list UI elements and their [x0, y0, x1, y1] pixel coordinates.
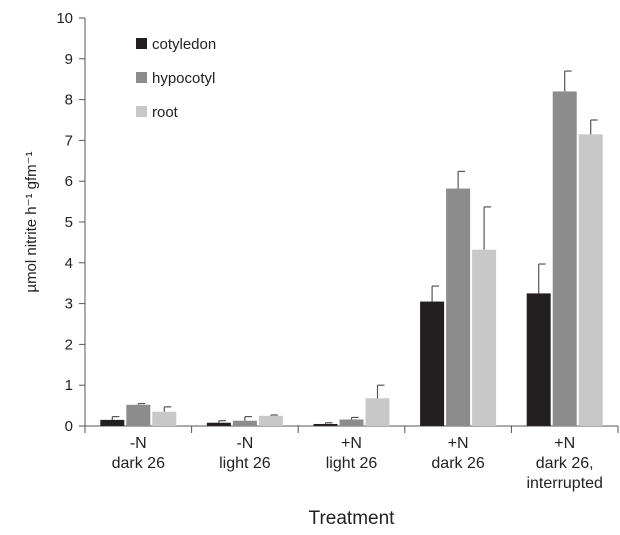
y-tick-label: 1: [65, 377, 73, 394]
y-tick-label: 7: [65, 132, 73, 149]
bar-hypocotyl: [126, 404, 151, 426]
y-axis-label: µmol nitrite h⁻¹ gfm⁻¹: [23, 151, 40, 292]
x-category-label: dark 26: [112, 455, 165, 472]
y-tick-label: 4: [65, 255, 73, 272]
y-tick-label: 5: [65, 214, 73, 231]
legend-label-cotyledon: cotyledon: [152, 36, 216, 53]
bar-hypocotyl: [339, 419, 364, 426]
legend-label-root: root: [152, 104, 179, 121]
legend: cotyledon hypocotyl root: [136, 36, 216, 121]
x-category-label: +N: [341, 435, 362, 452]
legend-swatch-cotyledon: [136, 38, 147, 49]
y-tick-label: 9: [65, 51, 73, 68]
x-category-label: light 26: [326, 455, 378, 472]
bar-hypocotyl: [446, 188, 471, 426]
error-bars: [111, 70, 598, 424]
x-category-label: +N: [554, 435, 575, 452]
y-axis: 0 1 2 3 4 5 6 7 8 9 10: [56, 10, 86, 435]
bar-root: [365, 398, 390, 426]
x-category-label: light 26: [219, 455, 271, 472]
bar-hypocotyl: [232, 420, 257, 426]
x-axis-label: Treatment: [309, 508, 396, 529]
bar-root: [258, 415, 283, 426]
y-tick-label: 10: [56, 10, 73, 27]
bar-root: [152, 411, 177, 426]
x-category-label: dark 26: [431, 455, 484, 472]
bar-cotyledon: [100, 419, 125, 426]
bars: [100, 91, 603, 426]
y-tick-label: 0: [65, 418, 73, 435]
legend-label-hypocotyl: hypocotyl: [152, 70, 215, 87]
legend-swatch-root: [136, 106, 147, 117]
x-category-label: -N: [236, 435, 253, 452]
x-category-label: interrupted: [526, 475, 603, 492]
legend-swatch-hypocotyl: [136, 72, 147, 83]
y-tick-label: 3: [65, 296, 73, 313]
bar-hypocotyl: [552, 91, 577, 426]
x-category-label: dark 26,: [536, 455, 594, 472]
bar-root: [472, 249, 497, 426]
y-tick-label: 8: [65, 92, 73, 109]
x-axis: -N dark 26 -N light 26 +N light 26 +N dark 26 +N…: [84, 425, 619, 492]
bar-root: [578, 134, 603, 426]
bar-cotyledon: [206, 422, 231, 426]
x-category-label: +N: [448, 435, 469, 452]
bar-cotyledon: [313, 423, 338, 426]
y-tick-label: 6: [65, 173, 73, 190]
y-tick-label: 2: [65, 336, 73, 353]
bar-cotyledon: [526, 293, 551, 426]
bar-cotyledon: [420, 301, 445, 426]
x-category-label: -N: [130, 435, 147, 452]
